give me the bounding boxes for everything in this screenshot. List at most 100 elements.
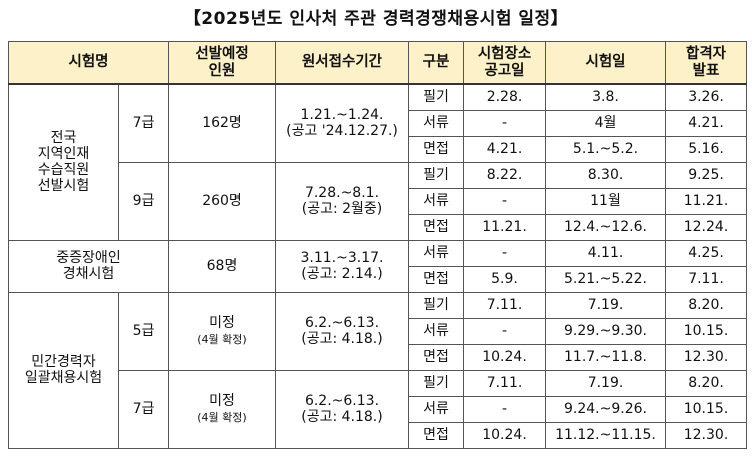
grade-cell: 7급 [118, 83, 169, 163]
exam-name-line: 중증장애인 [56, 249, 121, 266]
table-row: 면접 10.24. 11.12.~11.15. 12.30. [9, 421, 747, 449]
exam-date-cell: 5.21.~5.22. [545, 265, 666, 293]
venue-notice-cell: 7.11. [463, 369, 546, 397]
exam-name-line: 경채시험 [62, 266, 115, 282]
exam-name-line: 지역인재 [37, 146, 90, 163]
application-notice: (공고: 2월중) [301, 201, 383, 217]
result-date-cell: 4.21. [665, 109, 747, 137]
table-row: 7급 미정 (4월 확정) 6.2.~6.13. (공고: 4.18.) 필기 7.11. 7… [9, 369, 747, 449]
category-cell: 필기 [408, 291, 464, 319]
venue-notice-cell: - [463, 317, 546, 345]
exam-name-line: 선발시험 [37, 178, 90, 195]
category-cell: 면접 [408, 213, 464, 241]
venue-notice-cell: 8.22. [463, 161, 546, 189]
result-date-cell: 10.15. [665, 395, 747, 423]
header-result-line1: 합격자 [685, 45, 727, 62]
page-title: 【2025년도 인사처 주관 경력경쟁채용시험 일정】 [183, 9, 569, 29]
header-planned-line2: 인원 [208, 62, 236, 79]
planned-count-cell: 미정 (4월 확정) [168, 291, 276, 371]
exam-date-cell: 11.7.~11.8. [545, 343, 666, 371]
exam-date-cell: 11월 [545, 187, 666, 215]
result-date-cell: 4.25. [665, 239, 747, 267]
planned-count: 162명 [202, 115, 242, 132]
table-row: 9급 260명 7.28.~8.1. (공고: 2월중) 필기 8.22. 8.30. 9.2… [9, 161, 747, 241]
venue-notice-cell: - [463, 187, 546, 215]
result-date-cell: 12.24. [665, 213, 747, 241]
category-cell: 면접 [408, 343, 464, 371]
venue-notice-cell: 5.9. [463, 265, 546, 293]
table-row: 중증장애인 경채시험 68명 3.11.~3.17. (공고: 2.14.) 서류 -4.1… [8, 239, 747, 293]
venue-notice-cell: - [463, 395, 546, 423]
exam-date-cell: 9.29.~9.30. [545, 317, 666, 345]
exam-name-line: 전국 [50, 130, 77, 147]
category-cell: 서류 [408, 109, 464, 137]
planned-count-cell: 260명 [168, 161, 276, 241]
exam-date-cell: 4월 [545, 109, 666, 137]
category-cell: 서류 [408, 395, 464, 423]
exam-date-cell: 3.8. [545, 83, 666, 111]
exam-date-cell: 7.19. [545, 291, 666, 319]
result-date-cell: 8.20. [665, 291, 747, 319]
exam-name-cell: 민간경력자 일괄채용시험 [8, 291, 119, 449]
application-dates: 6.2.~6.13. [304, 392, 380, 409]
header-exam-name: 시험명 [8, 41, 169, 85]
table-row: 전국 지역인재 수습직원 선발시험 7급 162명 1.21.~1.24. (공고 '24.1… [8, 83, 747, 241]
table-row: 면접 5.9. 5.21.~5.22. 7.11. [9, 265, 747, 293]
planned-count: 68명 [206, 257, 238, 274]
application-notice: (공고: 4.18.) [301, 331, 383, 347]
header-venue-line1: 시험장소 [477, 45, 532, 62]
result-date-cell: 3.26. [665, 83, 747, 111]
venue-notice-cell: 2.28. [463, 83, 546, 111]
exam-date-cell: 7.19. [545, 369, 666, 397]
table-row: 서류 -11월 11.21. [9, 187, 747, 215]
table-row: 서류 -9.29.~9.30. 10.15. [9, 317, 747, 345]
exam-name-cell: 중증장애인 경채시험 [8, 239, 169, 293]
category-cell: 필기 [408, 83, 464, 111]
header-category: 구분 [408, 41, 464, 85]
exam-name-line: 민간경력자 [31, 353, 96, 370]
category-cell: 필기 [408, 369, 464, 397]
planned-count-cell: 68명 [168, 239, 276, 293]
application-dates: 3.11.~3.17. [300, 249, 384, 266]
result-date-cell: 5.16. [665, 135, 747, 163]
venue-notice-cell: 7.11. [463, 291, 546, 319]
exam-date-cell: 9.24.~9.26. [545, 395, 666, 423]
venue-notice-cell: 4.21. [463, 135, 546, 163]
category-cell: 서류 [408, 317, 464, 345]
planned-count-note: (4월 확정) [197, 411, 247, 424]
header-exam-date: 시험일 [545, 41, 666, 85]
header-application: 원서접수기간 [275, 41, 409, 85]
venue-notice-cell: 10.24. [463, 343, 546, 371]
planned-count-cell: 미정 (4월 확정) [168, 369, 276, 449]
exam-name-line: 수습직원 [37, 162, 90, 179]
application-dates: 6.2.~6.13. [304, 314, 380, 331]
exam-name-line: 일괄채용시험 [24, 370, 103, 386]
header-planned: 선발예정 인원 [168, 41, 276, 85]
header-result-line2: 발표 [692, 62, 720, 79]
exam-date-cell: 5.1.~5.2. [545, 135, 666, 163]
application-period-cell: 1.21.~1.24. (공고 '24.12.27.) [275, 83, 409, 163]
planned-count-note: (4월 확정) [197, 333, 247, 346]
application-period-cell: 6.2.~6.13. (공고: 4.18.) [275, 369, 409, 449]
result-date-cell: 9.25. [665, 161, 747, 189]
exam-date-cell: 8.30. [545, 161, 666, 189]
application-notice: (공고 '24.12.27.) [286, 123, 398, 140]
grade-cell: 7급 [118, 369, 169, 449]
category-cell: 서류 [408, 239, 464, 267]
venue-notice-cell: 10.24. [463, 421, 546, 449]
exam-name-cell: 전국 지역인재 수습직원 선발시험 [8, 83, 119, 241]
application-dates: 1.21.~1.24. [300, 107, 384, 124]
grade-cell: 5급 [118, 291, 169, 371]
result-date-cell: 11.21. [665, 187, 747, 215]
category-cell: 면접 [408, 265, 464, 293]
table-body: 전국 지역인재 수습직원 선발시험 7급 162명 1.21.~1.24. (공고 '24.1… [8, 83, 747, 449]
category-cell: 면접 [408, 135, 464, 163]
grade-cell: 9급 [118, 161, 169, 241]
planned-count: 미정 [209, 392, 235, 409]
application-dates: 7.28.~8.1. [304, 184, 380, 201]
category-cell: 서류 [408, 187, 464, 215]
result-date-cell: 10.15. [665, 317, 747, 345]
result-date-cell: 7.11. [665, 265, 747, 293]
venue-notice-cell: - [463, 109, 546, 137]
planned-count: 미정 [209, 314, 235, 331]
